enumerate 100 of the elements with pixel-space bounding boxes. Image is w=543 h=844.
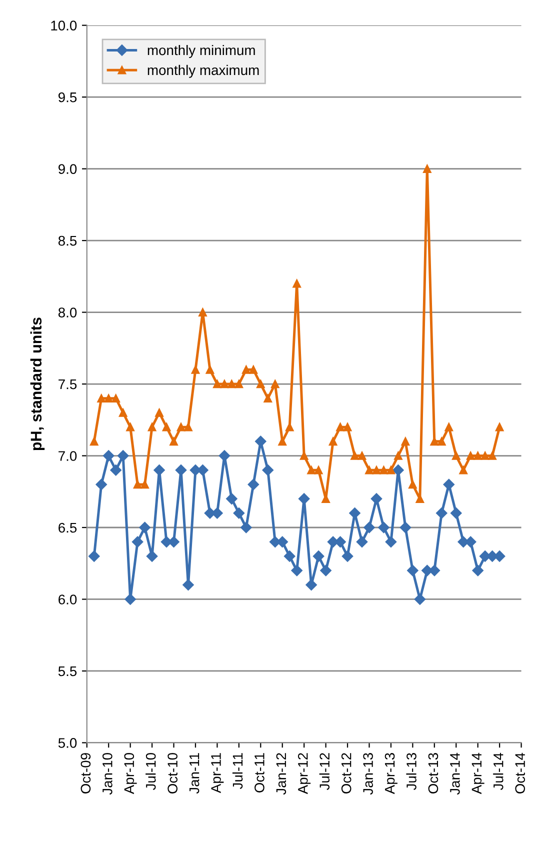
point bbox=[112, 394, 120, 403]
point bbox=[139, 522, 150, 534]
point bbox=[155, 408, 164, 417]
point bbox=[342, 550, 354, 562]
point bbox=[452, 452, 460, 460]
point bbox=[365, 466, 374, 474]
point bbox=[292, 279, 302, 288]
point bbox=[118, 408, 128, 417]
point bbox=[233, 508, 245, 519]
point bbox=[213, 380, 222, 388]
point bbox=[314, 466, 323, 474]
point bbox=[472, 564, 484, 576]
point bbox=[372, 466, 381, 474]
point bbox=[320, 564, 332, 576]
point bbox=[220, 380, 229, 388]
x-tick-label: Jan-13 bbox=[363, 753, 373, 795]
y-axis-title: pH, standard units bbox=[30, 318, 45, 450]
x-tick-label: Apr-13 bbox=[384, 753, 398, 794]
y-tick-label: 5.5 bbox=[58, 666, 77, 676]
x-tick-label: Jul-13 bbox=[406, 753, 416, 790]
point bbox=[264, 394, 272, 403]
point bbox=[356, 536, 368, 548]
point bbox=[176, 422, 186, 432]
x-tick-label: Apr-14 bbox=[472, 752, 484, 794]
point bbox=[132, 536, 144, 548]
y-tick-label: 9.5 bbox=[58, 92, 77, 102]
point bbox=[291, 564, 302, 576]
point bbox=[307, 466, 316, 474]
y-tick-label: 7.5 bbox=[58, 379, 77, 390]
point bbox=[459, 466, 468, 474]
y-tick-label: 10.0 bbox=[51, 20, 77, 30]
point bbox=[350, 452, 359, 460]
x-tick-label: Oct-12 bbox=[341, 753, 352, 794]
point bbox=[124, 594, 136, 605]
point bbox=[234, 380, 244, 388]
point bbox=[336, 422, 344, 432]
point bbox=[96, 478, 107, 490]
point bbox=[408, 480, 417, 489]
point bbox=[198, 308, 207, 316]
point bbox=[88, 550, 100, 562]
point bbox=[148, 422, 156, 432]
point bbox=[385, 536, 397, 548]
point bbox=[495, 422, 504, 432]
point bbox=[154, 464, 165, 476]
point bbox=[102, 450, 114, 462]
legend-label: monthly maximum bbox=[148, 64, 259, 78]
point bbox=[248, 478, 260, 490]
y-tick-label: 9.0 bbox=[58, 164, 77, 174]
point bbox=[90, 437, 98, 446]
point bbox=[184, 422, 192, 432]
point bbox=[140, 480, 149, 489]
x-tick-label: Jan-12 bbox=[276, 753, 286, 795]
x-tick-label: Apr-10 bbox=[124, 752, 137, 794]
x-tick-label: Jan-10 bbox=[102, 752, 112, 795]
x-tick-label: Oct-10 bbox=[168, 752, 178, 794]
y-tick-label: 6.0 bbox=[58, 594, 77, 604]
point bbox=[386, 466, 396, 474]
y-tick-label: 6.5 bbox=[58, 522, 77, 533]
point bbox=[170, 437, 178, 446]
x-tick-label: Oct-13 bbox=[428, 753, 438, 794]
point bbox=[228, 380, 236, 388]
x-tick-label: Oct-11 bbox=[254, 753, 264, 792]
y-tick-label: 5.0 bbox=[58, 738, 77, 748]
point bbox=[407, 564, 418, 576]
point bbox=[242, 366, 250, 374]
point bbox=[182, 579, 194, 590]
point bbox=[133, 480, 142, 489]
point bbox=[300, 452, 308, 460]
point bbox=[380, 466, 388, 474]
point bbox=[206, 366, 214, 374]
point bbox=[110, 464, 122, 476]
point bbox=[392, 464, 404, 476]
x-tick-label: Oct-14 bbox=[515, 752, 526, 794]
legend-label: monthly minimum bbox=[148, 44, 255, 58]
point bbox=[249, 366, 258, 374]
point bbox=[401, 437, 410, 446]
point bbox=[240, 522, 252, 534]
point bbox=[474, 452, 482, 460]
point bbox=[312, 550, 324, 562]
point bbox=[175, 464, 187, 476]
point bbox=[488, 452, 496, 460]
point bbox=[306, 579, 317, 590]
point bbox=[162, 422, 171, 432]
point bbox=[256, 380, 265, 388]
point bbox=[450, 508, 462, 519]
point bbox=[284, 550, 296, 562]
point bbox=[444, 422, 454, 432]
point bbox=[343, 422, 352, 432]
point bbox=[97, 394, 106, 403]
point bbox=[443, 478, 454, 490]
point bbox=[400, 522, 412, 534]
point bbox=[262, 464, 274, 476]
point bbox=[218, 450, 230, 462]
y-tick-label: 8.0 bbox=[58, 308, 77, 318]
x-tick-label: Jul-12 bbox=[319, 753, 330, 790]
x-tick-label: Jan-14 bbox=[450, 752, 460, 795]
point bbox=[117, 450, 129, 462]
point bbox=[104, 394, 113, 403]
point bbox=[146, 550, 158, 562]
x-tick-label: Jul-14 bbox=[493, 752, 504, 790]
